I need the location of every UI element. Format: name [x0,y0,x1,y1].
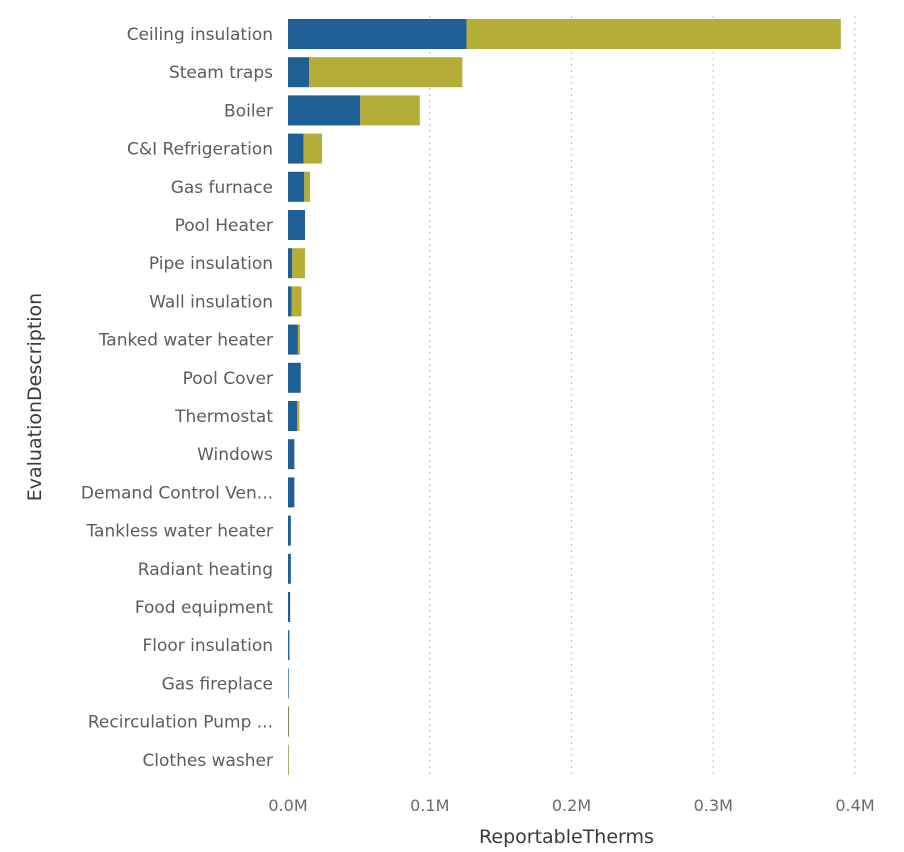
bar-segment-series-2 [309,57,463,88]
category-label: Tankless water heater [85,522,273,542]
x-tick-label: 0.4M [835,796,874,815]
bar-segment-series-1 [288,210,306,240]
bar-segment-series-1 [288,706,289,737]
category-label: Tanked water heater [98,331,273,351]
category-label: Food equipment [135,598,274,618]
category-label: Recirculation Pump ... [88,713,273,733]
category-label: C&I Refrigeration [127,140,273,160]
bar-segment-series-1 [288,362,301,393]
bar-segment-series-2 [291,286,302,317]
bar-segment-series-1 [288,630,290,661]
category-labels: Ceiling insulation Steam traps Boiler C&I R… [81,25,273,771]
category-label: Demand Control Ven... [81,483,273,503]
bar-segment-series-1 [288,668,289,699]
bar-segment-series-1 [288,592,291,622]
category-label: Steam traps [169,63,273,83]
category-label: Clothes washer [142,751,273,771]
bar-segment-series-2 [288,744,289,775]
category-label: Radiant heating [138,560,273,580]
bar-segment-series-1 [288,248,293,279]
bars [288,19,841,775]
category-label: Pool Heater [175,216,273,236]
x-tick-label: 0.2M [552,796,591,815]
x-axis-ticks: 0.0M 0.1M 0.2M 0.3M 0.4M [268,796,874,815]
bar-segment-series-1 [288,95,361,126]
bar-segment-series-1 [288,57,310,88]
bar-segment-series-1 [288,133,304,164]
bar-segment-series-2 [297,401,300,431]
bar-segment-series-2 [304,171,310,202]
category-label: Gas furnace [171,178,273,198]
bar-segment-series-1 [288,553,291,584]
bar-segment-series-1 [288,324,298,355]
x-tick-label: 0.3M [694,796,733,815]
x-tick-label: 0.1M [410,796,449,815]
category-label: Windows [197,445,273,465]
category-label: Floor insulation [142,636,273,656]
bar-segment-series-2 [360,95,420,126]
category-label: Pool Cover [183,369,273,389]
category-label: Wall insulation [149,292,273,312]
bar-segment-series-1 [288,439,295,470]
bar-segment-series-2 [292,248,306,279]
bar-segment-series-2 [466,19,841,49]
bar-segment-series-2 [297,324,301,355]
bar-segment-series-2 [288,706,290,737]
category-label: Boiler [224,101,273,121]
category-label: Ceiling insulation [127,25,273,45]
bar-segment-series-1 [288,401,298,431]
bar-segment-series-1 [288,286,292,317]
x-tick-label: 0.0M [268,796,307,815]
bar-segment-series-1 [288,19,467,49]
bar-segment-series-1 [288,171,305,202]
bar-segment-series-2 [303,133,323,164]
bar-segment-series-1 [288,515,291,546]
x-axis-title: ReportableTherms [479,826,654,848]
category-label: Gas fireplace [162,674,273,694]
gridlines [429,16,856,778]
bar-segment-series-1 [288,477,295,508]
y-axis-title: EvaluationDescription [24,293,46,501]
category-label: Pipe insulation [149,254,273,274]
category-label: Thermostat [174,407,273,427]
